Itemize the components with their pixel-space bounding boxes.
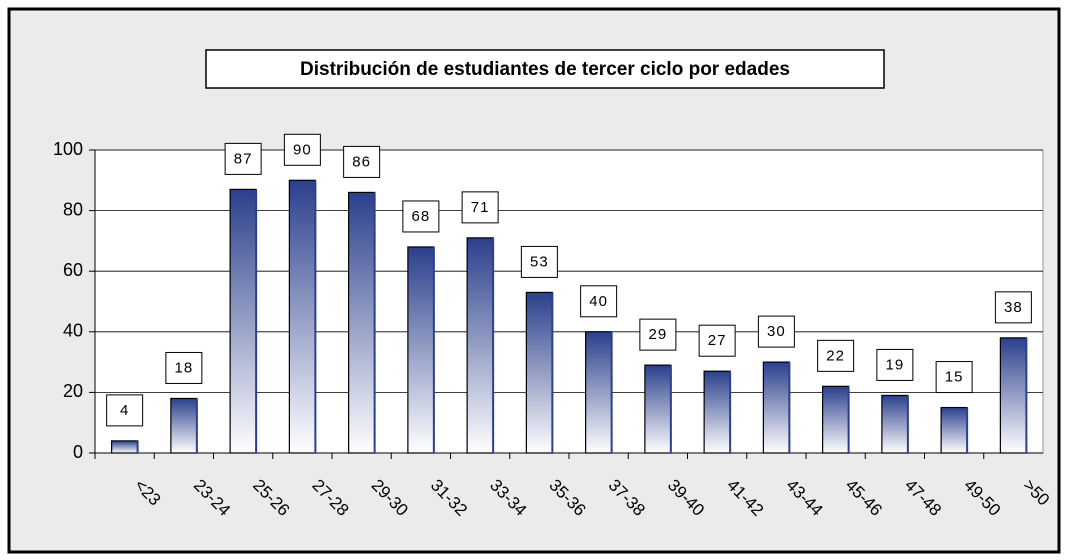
- value-label-box: [224, 142, 262, 175]
- value-label: 30: [767, 323, 786, 340]
- bar: [288, 179, 316, 454]
- y-tick-label: 0: [73, 442, 83, 462]
- bar: [111, 440, 139, 454]
- title-box: [205, 49, 885, 89]
- bar: [585, 331, 613, 454]
- value-label: 68: [412, 208, 431, 225]
- y-tick-label: 60: [63, 260, 83, 280]
- bar: [407, 246, 435, 454]
- y-tick-label: 20: [63, 381, 83, 401]
- value-label: 86: [352, 153, 371, 170]
- value-label: 29: [649, 326, 668, 343]
- y-tick-label: 40: [63, 321, 83, 341]
- bar: [703, 370, 731, 454]
- y-tick-label: 100: [53, 139, 83, 159]
- value-label-box: [639, 318, 677, 351]
- value-label: 22: [826, 347, 845, 364]
- value-label-box: [343, 145, 381, 178]
- value-label: 40: [589, 293, 608, 310]
- value-label-box: [402, 200, 440, 233]
- value-label-box: [283, 133, 321, 166]
- chart-title: Distribución de estudiantes de tercer ci…: [300, 59, 790, 80]
- value-label-box: [165, 351, 203, 384]
- bar: [644, 364, 672, 454]
- value-label-box: [580, 285, 618, 318]
- value-label-box: [698, 324, 736, 357]
- value-label: 4: [120, 402, 129, 419]
- value-label-box: [461, 191, 499, 224]
- bar: [348, 191, 376, 454]
- value-label: 27: [708, 332, 727, 349]
- value-label: 53: [530, 253, 549, 270]
- bar: [762, 361, 790, 454]
- bar: [999, 337, 1027, 454]
- bar: [525, 291, 553, 454]
- value-label-box: [994, 291, 1032, 324]
- value-label: 38: [1004, 299, 1023, 316]
- y-tick-label: 80: [63, 199, 83, 219]
- value-label-box: [876, 348, 914, 381]
- value-label: 87: [234, 150, 253, 167]
- value-label-box: [106, 394, 144, 427]
- bar: [940, 406, 968, 454]
- value-label-box: [935, 361, 973, 394]
- bar: [881, 394, 909, 454]
- value-label: 15: [945, 369, 964, 386]
- value-label: 71: [471, 199, 490, 216]
- value-label: 19: [886, 356, 905, 373]
- bar: [466, 237, 494, 454]
- value-label: 18: [175, 359, 194, 376]
- value-label-box: [757, 315, 795, 348]
- value-label-box: [520, 245, 558, 278]
- value-label-box: [817, 339, 855, 372]
- bar: [229, 188, 257, 454]
- value-label: 90: [293, 141, 312, 158]
- bar: [170, 397, 198, 454]
- bar: [822, 385, 850, 454]
